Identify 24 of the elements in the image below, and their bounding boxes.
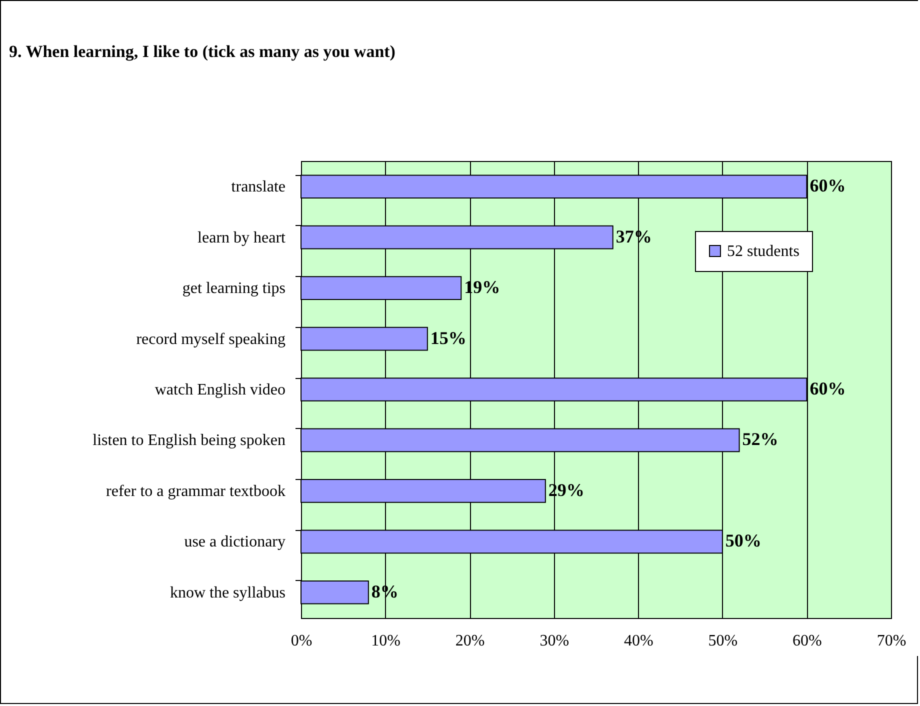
legend-label: 52 students	[727, 243, 800, 260]
y-tick-label: get learning tips	[182, 280, 286, 298]
chart-title: 9. When learning, I like to (tick as many as you want)	[9, 42, 396, 61]
x-tick-label: 10%	[371, 632, 400, 650]
data-label: 15%	[430, 328, 466, 348]
data-label: 52%	[742, 429, 778, 450]
y-tick-label: watch English video	[154, 382, 286, 398]
x-tick-label: 30%	[540, 632, 570, 650]
x-tick-label: 70%	[876, 632, 906, 650]
x-tick-label: 60%	[792, 632, 822, 650]
data-label: 60%	[810, 378, 846, 398]
data-label: 60%	[810, 176, 846, 196]
x-tick-label: 40%	[624, 632, 654, 650]
y-tick-label: use a dictionary	[184, 534, 286, 551]
y-tick-label: record myself speaking	[136, 330, 286, 348]
y-tick-label: refer to a grammar textbook	[106, 482, 286, 500]
y-tick-label: know the syllabus	[170, 584, 286, 602]
x-tick-label: 0%	[290, 632, 312, 650]
y-tick-label: listen to English being spoken	[92, 432, 286, 450]
y-tick-label: translate	[231, 178, 286, 196]
x-tick-label: 50%	[708, 632, 738, 650]
x-tick-label: 20%	[455, 632, 485, 650]
y-tick-label: learn by heart	[198, 229, 286, 246]
data-label: 50%	[725, 530, 762, 551]
